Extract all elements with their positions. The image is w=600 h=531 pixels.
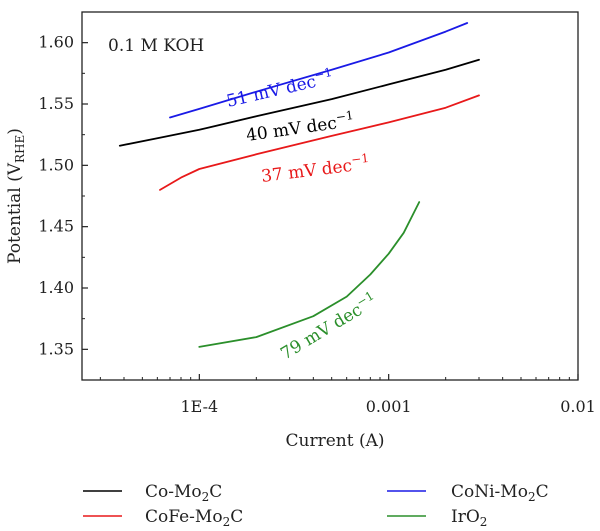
tafel-annotation-co: 40 mV dec−1	[244, 108, 355, 146]
tafel-annotation-iro2-value: 79 mV dec	[277, 300, 366, 364]
x-tick-label: 1E-4	[180, 397, 218, 416]
legend: Co-Mo2C CoFe-Mo2C CoNi-Mo2C IrO2	[83, 482, 549, 529]
legend-co-end: C	[209, 482, 222, 502]
series-line-3	[198, 201, 421, 348]
tafel-annotation-coni: 51 mV dec−1	[224, 65, 335, 112]
y-axis-title-main: Potential (V	[5, 162, 25, 264]
legend-co-sub: 2	[202, 490, 210, 504]
y-axis-ticks: 1.35 1.40 1.45 1.50 1.55 1.60	[38, 33, 88, 358]
x-axis-ticks: 1E-4 0.001 0.01	[99, 374, 596, 416]
legend-item-cofe-mo2c: CoFe-Mo2C	[83, 507, 243, 529]
legend-item-co-mo2c: Co-Mo2C	[83, 482, 222, 504]
legend-coni-name: CoNi-Mo	[451, 482, 528, 502]
legend-label-iro2: IrO2	[451, 507, 487, 529]
legend-iro2-name: IrO	[451, 507, 480, 527]
legend-iro2-sub: 2	[480, 515, 488, 529]
y-axis-title-sub: RHE	[13, 135, 27, 163]
legend-co-name: Co-Mo	[145, 482, 202, 502]
x-tick-label: 0.001	[366, 397, 412, 416]
legend-cofe-sub: 2	[223, 515, 231, 529]
y-axis-title: Potential (VRHE)	[5, 128, 27, 264]
series-line-1	[159, 94, 480, 191]
x-tick-label: 0.01	[560, 397, 596, 416]
tafel-annotation-co-sup: −1	[335, 108, 354, 124]
legend-item-iro2: IrO2	[387, 507, 487, 529]
y-axis-title-end: )	[5, 128, 25, 135]
legend-label-coni-mo2c: CoNi-Mo2C	[451, 482, 549, 504]
series-lines	[118, 22, 480, 348]
legend-coni-sub: 2	[528, 490, 536, 504]
tafel-annotation-cofe-value: 37 mV dec	[260, 156, 353, 187]
tafel-annotation-co-value: 40 mV dec	[245, 113, 338, 146]
legend-label-co-mo2c: Co-Mo2C	[145, 482, 222, 504]
series-line-0	[118, 58, 480, 147]
legend-cofe-end: C	[230, 507, 243, 527]
legend-cofe-name: CoFe-Mo	[145, 507, 223, 527]
tafel-annotation-coni-sup: −1	[313, 65, 333, 83]
legend-item-coni-mo2c: CoNi-Mo2C	[387, 482, 549, 504]
y-tick-label: 1.60	[38, 33, 74, 52]
y-tick-label: 1.40	[38, 278, 74, 297]
tafel-annotation-cofe: 37 mV dec−1	[260, 151, 371, 187]
electrolyte-label: 0.1 M KOH	[108, 36, 204, 56]
tafel-annotation-cofe-sup: −1	[350, 151, 369, 167]
y-tick-label: 1.50	[38, 155, 74, 174]
series-line-2	[169, 22, 469, 119]
y-tick-label: 1.55	[38, 94, 74, 113]
legend-coni-end: C	[536, 482, 549, 502]
legend-label-cofe-mo2c: CoFe-Mo2C	[145, 507, 243, 529]
y-tick-label: 1.35	[38, 339, 74, 358]
tafel-annotation-iro2: 79 mV dec−1	[276, 288, 381, 364]
y-tick-label: 1.45	[38, 217, 74, 236]
x-axis-title: Current (A)	[286, 431, 385, 451]
